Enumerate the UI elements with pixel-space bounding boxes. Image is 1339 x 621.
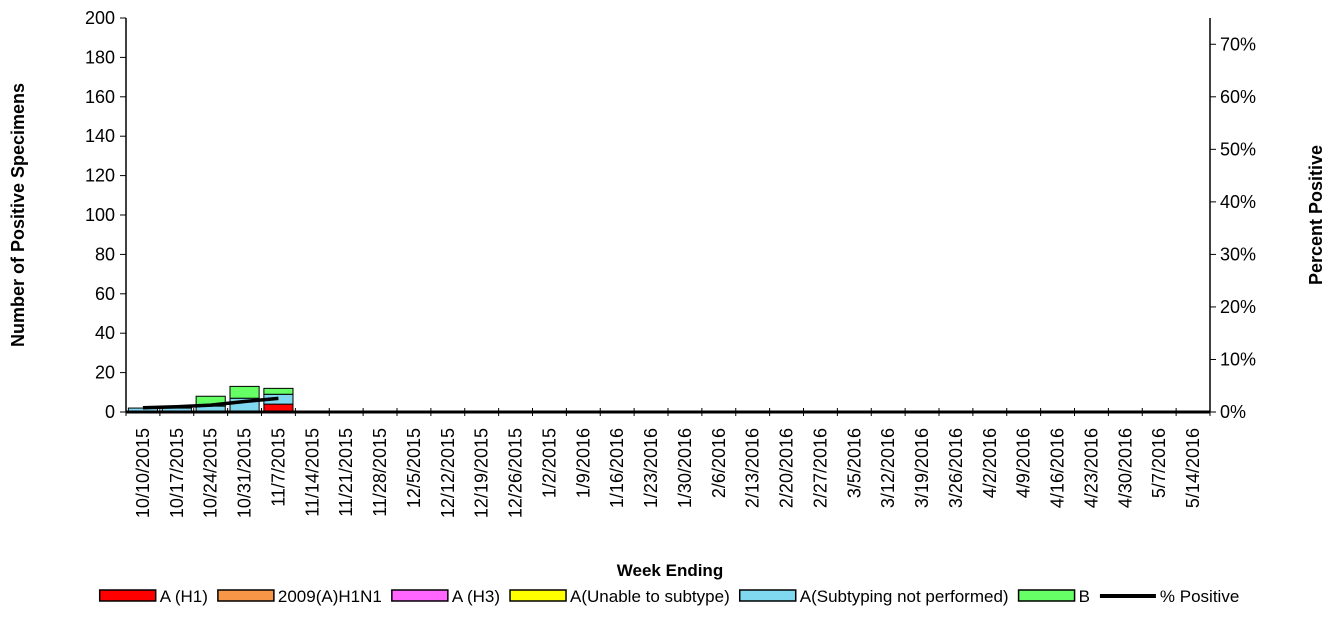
y2-tick-label-5: 50% <box>1220 139 1256 159</box>
y-tick-label-2: 40 <box>95 323 115 343</box>
x-tick-label-23: 3/19/2016 <box>912 428 932 508</box>
x-tick-label-7: 11/28/2015 <box>370 428 390 517</box>
x-tick-label-18: 2/13/2016 <box>743 428 763 508</box>
y2-tick-label-3: 30% <box>1220 244 1256 264</box>
legend-label-6: % Positive <box>1160 587 1239 606</box>
x-tick-label-6: 11/21/2015 <box>336 428 356 517</box>
y-tick-label-1: 20 <box>95 363 115 383</box>
legend-swatch-3 <box>509 589 567 602</box>
x-tick-label-27: 4/16/2016 <box>1048 428 1068 508</box>
y-tick-label-3: 60 <box>95 284 115 304</box>
y-axis-title: Number of Positive Specimens <box>8 83 28 347</box>
x-tick-label-16: 1/30/2016 <box>675 428 695 508</box>
legend-swatch-4 <box>738 589 797 602</box>
legend-swatch-0 <box>98 589 157 602</box>
y-tick-label-6: 120 <box>85 166 115 186</box>
x-tick-label-14: 1/16/2016 <box>607 428 627 508</box>
legend-label-1: 2009(A)H1N1 <box>278 587 382 606</box>
x-tick-label-21: 3/5/2016 <box>844 428 864 498</box>
y-tick-label-4: 80 <box>95 244 115 264</box>
legend: A (H1) 2009(A)H1N1 A (H3) A(Unable to subty… <box>98 587 1239 606</box>
y2-tick-label-7: 70% <box>1220 34 1256 54</box>
x-tick-label-24: 3/26/2016 <box>946 428 966 508</box>
y-tick-label-10: 200 <box>85 8 115 28</box>
legend-label-5: B <box>1079 587 1090 606</box>
y-tick-label-8: 160 <box>85 87 115 107</box>
bar-5-3 <box>229 385 260 399</box>
axes-layer <box>120 17 1216 416</box>
x-tick-label-5: 11/14/2015 <box>302 428 322 517</box>
x-tick-label-25: 4/2/2016 <box>980 428 1000 498</box>
y-tick-label-7: 140 <box>85 126 115 146</box>
x-tick-label-13: 1/9/2016 <box>573 428 593 498</box>
legend-label-0: A (H1) <box>160 587 208 606</box>
x-tick-label-15: 1/23/2016 <box>641 428 661 508</box>
x-tick-label-30: 5/7/2016 <box>1149 428 1169 498</box>
x-tick-label-28: 4/23/2016 <box>1081 428 1101 508</box>
x-tick-label-12: 1/2/2015 <box>539 428 559 498</box>
y2-tick-label-6: 60% <box>1220 87 1256 107</box>
y-tick-label-5: 100 <box>85 205 115 225</box>
x-tick-label-22: 3/12/2016 <box>878 428 898 508</box>
x-tick-label-8: 12/5/2015 <box>404 428 424 508</box>
legend-label-2: A (H3) <box>452 587 500 606</box>
legend-label-4: A(Subtyping not performed) <box>800 587 1009 606</box>
x-tick-label-1: 10/17/2015 <box>167 428 187 518</box>
legend-label-3: A(Unable to subtype) <box>570 587 730 606</box>
y2-axis-title: Percent Positive <box>1306 145 1326 285</box>
y-tick-label-0: 0 <box>105 402 115 422</box>
x-axis-title: Week Ending <box>617 561 723 580</box>
y2-tick-label-1: 10% <box>1220 349 1256 369</box>
y2-tick-labels: 0% 10% 20% 30% 40% 50% 60% 70% <box>1220 34 1256 422</box>
legend-swatch-5 <box>1017 589 1076 602</box>
bar-5-4 <box>263 387 294 395</box>
y2-tick-label-2: 20% <box>1220 297 1256 317</box>
x-tick-label-31: 5/14/2016 <box>1183 428 1203 508</box>
y2-tick-label-0: 0% <box>1220 402 1246 422</box>
y-tick-label-9: 180 <box>85 47 115 67</box>
x-tick-label-2: 10/24/2015 <box>201 428 221 518</box>
y2-tick-label-4: 40% <box>1220 192 1256 212</box>
percent-positive-line-layer <box>142 396 279 410</box>
x-tick-labels: 10/10/2015 10/17/2015 10/24/2015 10/31/2015… <box>133 428 1203 518</box>
x-tick-label-11: 12/26/2015 <box>506 428 526 518</box>
legend-swatch-2 <box>391 589 449 602</box>
x-tick-label-9: 12/12/2015 <box>438 428 458 518</box>
x-tick-label-26: 4/9/2016 <box>1014 428 1034 498</box>
x-tick-label-0: 10/10/2015 <box>133 428 153 518</box>
percent-positive-line <box>142 396 279 410</box>
x-tick-label-4: 11/7/2015 <box>268 428 288 507</box>
x-tick-label-10: 12/19/2015 <box>472 428 492 518</box>
x-tick-label-19: 2/20/2016 <box>777 428 797 508</box>
x-tick-label-17: 2/6/2016 <box>709 428 729 498</box>
x-tick-label-3: 10/31/2015 <box>235 428 255 518</box>
x-tick-label-20: 2/27/2016 <box>810 428 830 508</box>
y-tick-labels: 0 20 40 60 80 100 120 140 160 180 200 <box>85 8 115 422</box>
legend-swatch-1 <box>217 589 275 602</box>
x-tick-label-29: 4/30/2016 <box>1115 428 1135 508</box>
